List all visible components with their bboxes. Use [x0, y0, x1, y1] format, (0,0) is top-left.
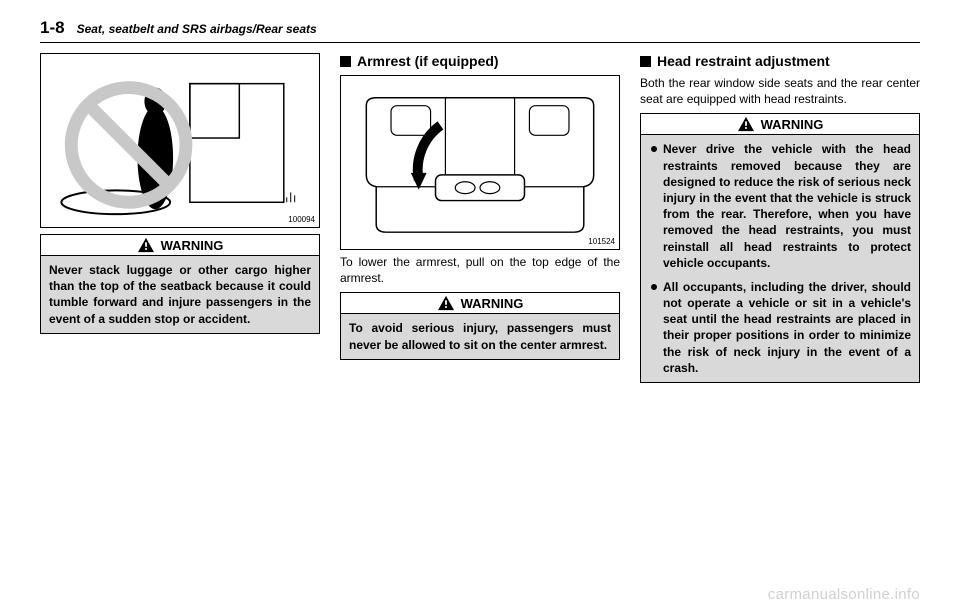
page-number: 1-8 — [40, 18, 65, 38]
warning-box-armrest: WARNING To avoid serious injury, passeng… — [340, 292, 620, 359]
warning-triangle-icon — [137, 237, 155, 253]
warning-box-cargo: WARNING Never stack luggage or other car… — [40, 234, 320, 334]
warning-triangle-icon — [437, 295, 455, 311]
warning-body: Never stack luggage or other cargo highe… — [41, 256, 319, 333]
illustration-cargo: 100094 — [40, 53, 320, 228]
warning-body: To avoid serious injury, passengers must… — [341, 314, 619, 358]
warning-header: WARNING — [41, 235, 319, 256]
warning-header: WARNING — [641, 114, 919, 135]
headrestraint-intro: Both the rear window side seats and the … — [640, 75, 920, 107]
illustration-number: 100094 — [288, 215, 315, 224]
warning-bullet-list: Never drive the vehicle with the head re… — [649, 141, 911, 376]
warning-label: WARNING — [761, 117, 824, 132]
warning-body: Never drive the vehicle with the head re… — [641, 135, 919, 382]
column-3: Head restraint adjustment Both the rear … — [640, 53, 920, 393]
warning-label: WARNING — [461, 296, 524, 311]
warning-bullet: Never drive the vehicle with the head re… — [649, 141, 911, 271]
armrest-seat-icon — [341, 76, 619, 249]
subhead-headrestraint: Head restraint adjustment — [640, 53, 920, 69]
section-title: Seat, seatbelt and SRS airbags/Rear seat… — [77, 22, 317, 36]
armrest-caption: To lower the armrest, pull on the top ed… — [340, 254, 620, 286]
warning-triangle-icon — [737, 116, 755, 132]
warning-bullet: All occupants, including the driver, sho… — [649, 279, 911, 376]
warning-box-headrestraint: WARNING Never drive the vehicle with the… — [640, 113, 920, 383]
warning-label: WARNING — [161, 238, 224, 253]
content-columns: 100094 WARNING Never stack luggage or ot… — [40, 53, 920, 393]
warning-header: WARNING — [341, 293, 619, 314]
column-1: 100094 WARNING Never stack luggage or ot… — [40, 53, 320, 393]
illustration-armrest: 101524 — [340, 75, 620, 250]
watermark: carmanualsonline.info — [768, 586, 920, 603]
illustration-number: 101524 — [588, 237, 615, 246]
page-header: 1-8 Seat, seatbelt and SRS airbags/Rear … — [40, 18, 920, 43]
column-2: Armrest (if equipped) — [340, 53, 620, 393]
manual-page: 1-8 Seat, seatbelt and SRS airbags/Rear … — [0, 0, 960, 611]
cargo-prohibit-icon — [41, 54, 319, 227]
subhead-armrest: Armrest (if equipped) — [340, 53, 620, 69]
